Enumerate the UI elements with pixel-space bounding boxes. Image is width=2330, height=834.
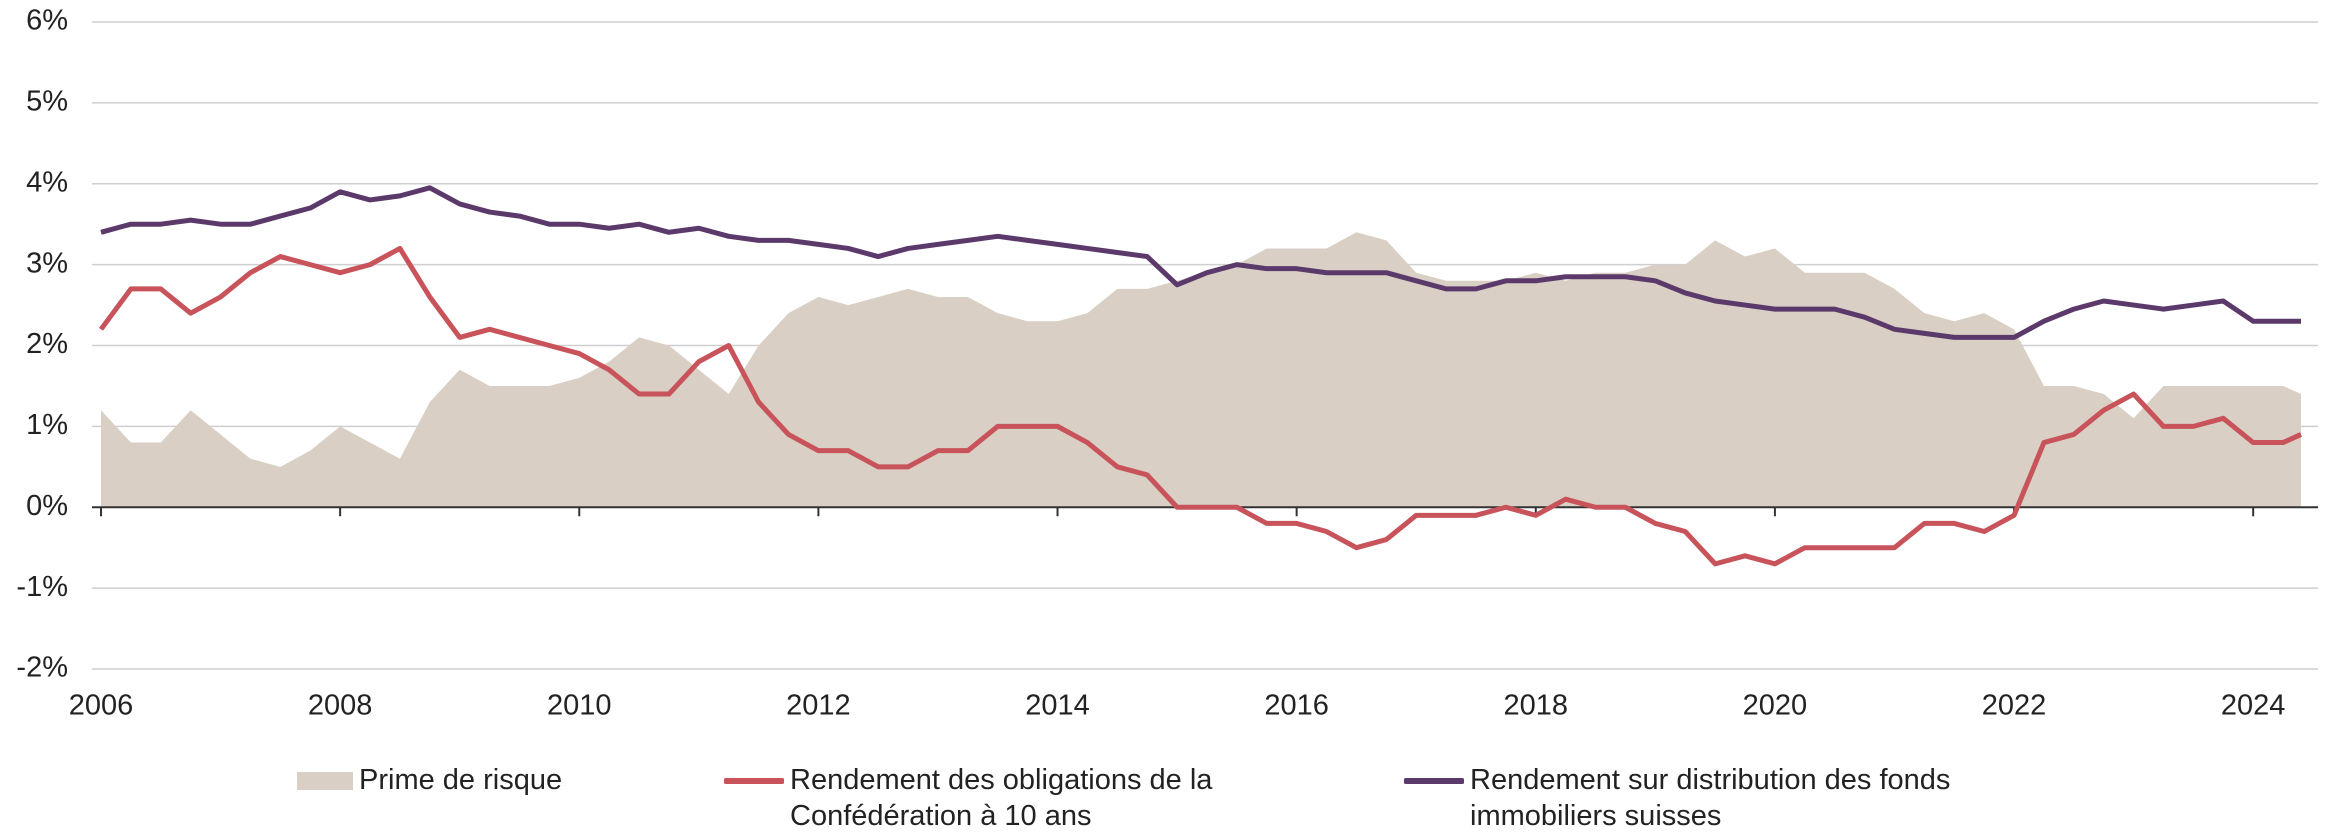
x-tick-label: 2006	[69, 690, 134, 722]
legend-label: Rendement sur distribution des fonds imm…	[1470, 764, 1951, 832]
legend-label: Prime de risque	[359, 764, 563, 796]
y-tick-label: -2%	[16, 652, 68, 684]
x-tick-label: 2010	[547, 690, 612, 722]
legend-label: Rendement des obligations de la Confédér…	[790, 764, 1213, 832]
y-tick-label: 5%	[26, 86, 68, 118]
legend-item: Rendement sur distribution des fonds imm…	[1404, 762, 1964, 834]
y-tick-label: 2%	[26, 328, 68, 360]
legend-swatch	[724, 778, 784, 784]
x-tick-label: 2016	[1264, 690, 1329, 722]
y-tick-label: 1%	[26, 409, 68, 441]
x-tick-label: 2020	[1743, 690, 1808, 722]
x-tick-label: 2024	[2221, 690, 2286, 722]
legend-swatch	[1404, 778, 1464, 784]
line	[98, 245, 2303, 567]
y-tick-label: 0%	[26, 490, 68, 522]
y-tick-label: 4%	[26, 166, 68, 198]
legend-item: Prime de risque	[297, 762, 657, 798]
area	[101, 232, 2301, 508]
legend-item: Rendement des obligations de la Confédér…	[724, 762, 1344, 834]
swatch	[297, 772, 353, 790]
y-tick-label: 3%	[26, 247, 68, 279]
x-tick-label: 2012	[786, 690, 851, 722]
x-tick-label: 2018	[1504, 690, 1569, 722]
line	[100, 185, 2301, 340]
chart: -2% -1% 0% 1% 2% 3% 4% 5% 6% 2006 2008 2010 2012 2014…	[16, 5, 2318, 722]
y-tick-label: -1%	[16, 571, 68, 603]
y-tick-label: 6%	[26, 5, 68, 37]
legend-swatch	[297, 772, 353, 790]
x-tick-label: 2022	[1982, 690, 2047, 722]
x-tick-label: 2008	[308, 690, 373, 722]
x-tick-label: 2014	[1025, 690, 1090, 722]
